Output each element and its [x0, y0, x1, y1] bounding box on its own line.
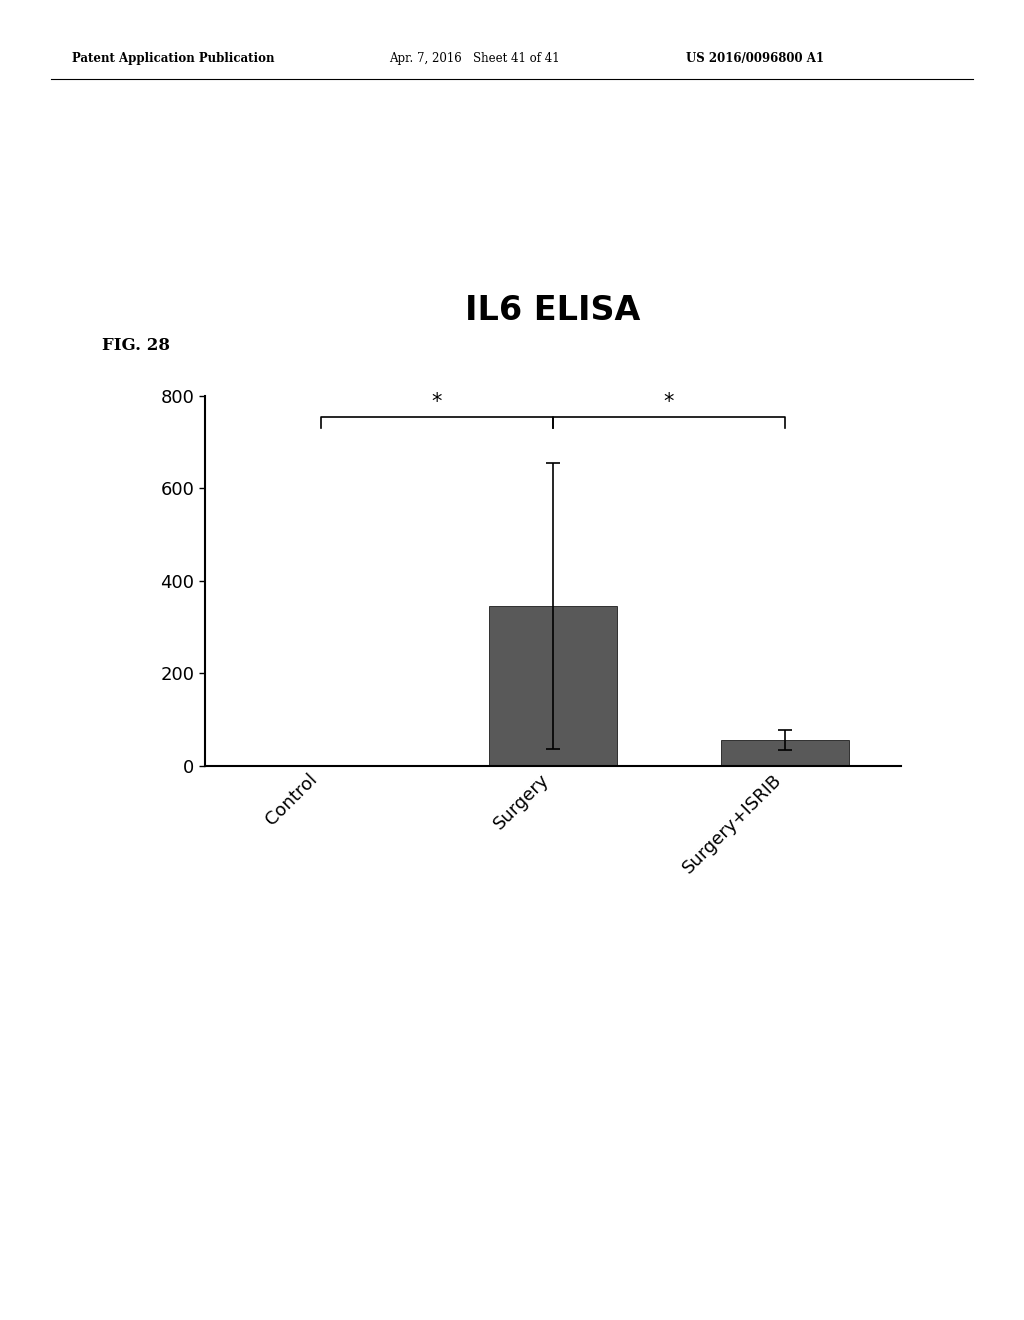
Text: US 2016/0096800 A1: US 2016/0096800 A1 — [686, 51, 824, 65]
Bar — [489, 606, 616, 766]
Text: Apr. 7, 2016   Sheet 41 of 41: Apr. 7, 2016 Sheet 41 of 41 — [389, 51, 560, 65]
Text: *: * — [664, 392, 674, 412]
Text: FIG. 28: FIG. 28 — [102, 337, 170, 354]
Title: IL6 ELISA: IL6 ELISA — [465, 293, 641, 326]
Bar — [721, 741, 849, 766]
Text: *: * — [432, 392, 442, 412]
Text: Patent Application Publication: Patent Application Publication — [72, 51, 274, 65]
